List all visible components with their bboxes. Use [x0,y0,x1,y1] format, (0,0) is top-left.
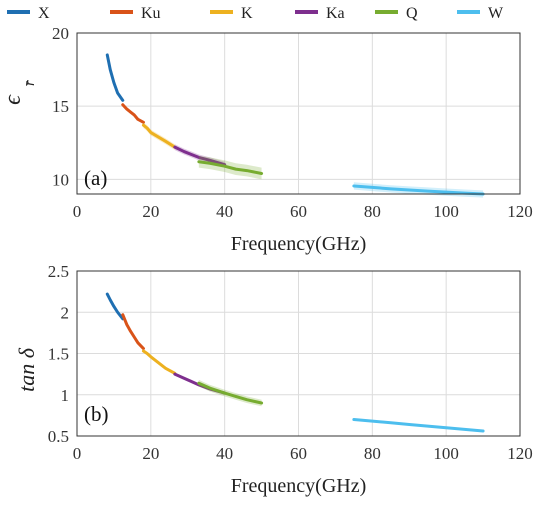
y-tick-label: 1.5 [48,345,69,364]
y-tick-label: 0.5 [48,427,69,446]
legend-label-w: W [488,5,504,22]
x-tick-label: 20 [142,202,159,221]
series-line-q [197,160,264,176]
x-tick-label: 40 [216,202,233,221]
y-tick-label: 15 [52,97,69,116]
panel-label: (b) [84,402,109,426]
x-tick-label: 80 [364,444,381,463]
panel-a: ϵ ′ r 0 20 40 60 80 100 120 10 15 20 Frequency(GHz… [0,24,533,255]
series-line-x [105,292,125,321]
x-tick-label: 20 [142,444,159,463]
x-tick-label: 120 [507,202,533,221]
legend-label-ku: Ku [141,5,161,22]
panel-label: (a) [84,166,107,190]
y-tick-label: 2 [61,303,70,322]
series-line-w [352,418,485,433]
series-line-w [352,184,485,196]
legend-label-q: Q [406,5,418,22]
y-tick-label: 20 [52,24,69,43]
x-axis-label: Frequency(GHz) [231,475,367,497]
y-tick-label: 10 [52,170,69,189]
x-tick-label: 0 [73,444,82,463]
legend-label-k: K [241,5,253,22]
plot-frame [76,32,521,195]
ylabel-a-prime: ′ [25,77,29,99]
x-tick-label: 100 [433,202,459,221]
series-line-q [197,381,264,405]
x-tick-label: 0 [73,202,82,221]
ylabel-b: tan δ [14,347,39,392]
x-tick-label: 100 [433,444,459,463]
series-line-k [141,123,177,149]
series-line-k [141,349,177,375]
series-line-ka [173,145,227,167]
ylabel-a: ϵ [0,94,26,105]
legend-label-x: X [38,5,50,22]
x-tick-label: 80 [364,202,381,221]
x-tick-label: 60 [290,444,307,463]
ylabel-a-sub: r [22,80,38,86]
y-tick-label: 1 [61,386,70,405]
series-line-ku [121,103,145,124]
x-axis-label: Frequency(GHz) [231,233,367,255]
y-tick-label: 2.5 [48,262,69,281]
plot-frame [76,270,521,437]
series-line-x [105,53,125,102]
legend: X Ku K Ka Q W [7,5,504,22]
x-tick-label: 120 [507,444,533,463]
series-line-ku [121,313,145,351]
x-tick-label: 60 [290,202,307,221]
x-tick-label: 40 [216,444,233,463]
legend-label-ka: Ka [326,5,345,22]
panel-b: tan δ 0 20 40 60 80 100 120 0.5 1 1.5 2 2.5 Frequenc… [14,262,533,497]
